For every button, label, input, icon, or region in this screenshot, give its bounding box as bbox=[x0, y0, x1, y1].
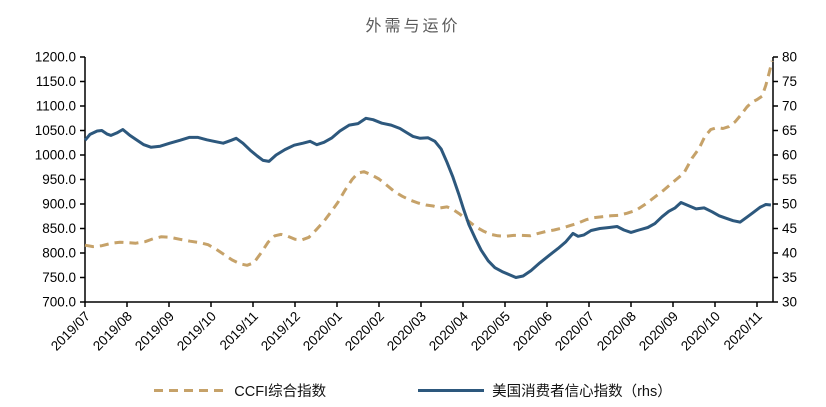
left-axis-tick-label: 1100.0 bbox=[36, 99, 76, 114]
x-axis-tick-label: 2020/02 bbox=[342, 309, 387, 354]
left-axis-tick-label: 900.0 bbox=[42, 197, 76, 212]
x-axis-tick-label: 2020/05 bbox=[468, 309, 513, 354]
right-axis-tick-label: 60 bbox=[782, 148, 797, 163]
right-axis-tick-label: 35 bbox=[782, 270, 797, 285]
left-axis-tick-label: 1050.0 bbox=[35, 123, 76, 138]
right-axis-tick-label: 80 bbox=[782, 50, 797, 65]
left-axis-tick-label: 1200.0 bbox=[35, 50, 76, 65]
x-axis-tick-label: 2019/12 bbox=[258, 309, 303, 354]
x-axis-tick-label: 2020/03 bbox=[384, 309, 429, 354]
left-axis-tick-label: 1000.0 bbox=[35, 148, 76, 163]
left-axis-tick-label: 950.0 bbox=[42, 172, 76, 187]
x-axis-tick-label: 2020/01 bbox=[300, 309, 345, 354]
right-axis-tick-label: 50 bbox=[782, 197, 797, 212]
x-axis-tick-label: 2020/10 bbox=[678, 309, 723, 354]
right-axis-tick-label: 55 bbox=[782, 172, 797, 187]
legend-item-ccfi: CCFI综合指数 bbox=[154, 380, 326, 401]
confidence-solid-line-swatch bbox=[418, 389, 485, 392]
legend-item-confidence: 美国消费者信心指数（rhs） bbox=[418, 380, 672, 401]
right-axis-tick-label: 75 bbox=[782, 74, 797, 89]
left-axis-tick-label: 800.0 bbox=[42, 246, 76, 261]
x-axis-tick-label: 2019/10 bbox=[174, 309, 219, 354]
left-axis-tick-label: 850.0 bbox=[42, 221, 76, 236]
right-axis-tick-label: 65 bbox=[782, 123, 797, 138]
ccfi-dashed-line-swatch bbox=[154, 389, 227, 392]
confidence-series-line bbox=[83, 116, 772, 279]
x-axis-tick-label: 2019/09 bbox=[132, 309, 177, 354]
right-axis-tick-label: 40 bbox=[782, 246, 797, 261]
x-axis-tick-label: 2020/08 bbox=[594, 309, 639, 354]
x-axis-tick-label: 2019/08 bbox=[90, 309, 135, 354]
right-axis-tick-label: 30 bbox=[782, 295, 797, 310]
right-axis-tick-label: 70 bbox=[782, 99, 797, 114]
left-axis-tick-label: 700.0 bbox=[42, 295, 76, 310]
x-axis-tick-label: 2020/11 bbox=[721, 309, 765, 353]
x-axis-tick-label: 2020/04 bbox=[426, 308, 471, 353]
left-axis-tick-label: 1150.0 bbox=[36, 74, 76, 89]
x-axis-tick-label: 2019/11 bbox=[217, 309, 261, 353]
legend-label-confidence: 美国消费者信心指数（rhs） bbox=[492, 384, 672, 400]
chart-title: 外需与运价 bbox=[365, 16, 461, 35]
plot-area: 1200.0 80 1150.0 75 1100.0 70 1050.0 65 1000.0 60… bbox=[35, 50, 797, 354]
x-axis-tick-label: 2020/07 bbox=[552, 309, 597, 354]
x-axis-tick-label: 2019/07 bbox=[48, 309, 93, 354]
left-axis-tick-label: 750.0 bbox=[42, 270, 76, 285]
x-axis-tick-label: 2020/09 bbox=[636, 309, 681, 354]
ccfi-series-line bbox=[84, 60, 774, 267]
x-axis-tick-label: 2020/06 bbox=[510, 309, 555, 354]
right-axis-tick-label: 45 bbox=[782, 221, 797, 236]
legend-label-ccfi: CCFI综合指数 bbox=[234, 384, 327, 400]
legend: CCFI综合指数 美国消费者信心指数（rhs） bbox=[0, 380, 826, 401]
